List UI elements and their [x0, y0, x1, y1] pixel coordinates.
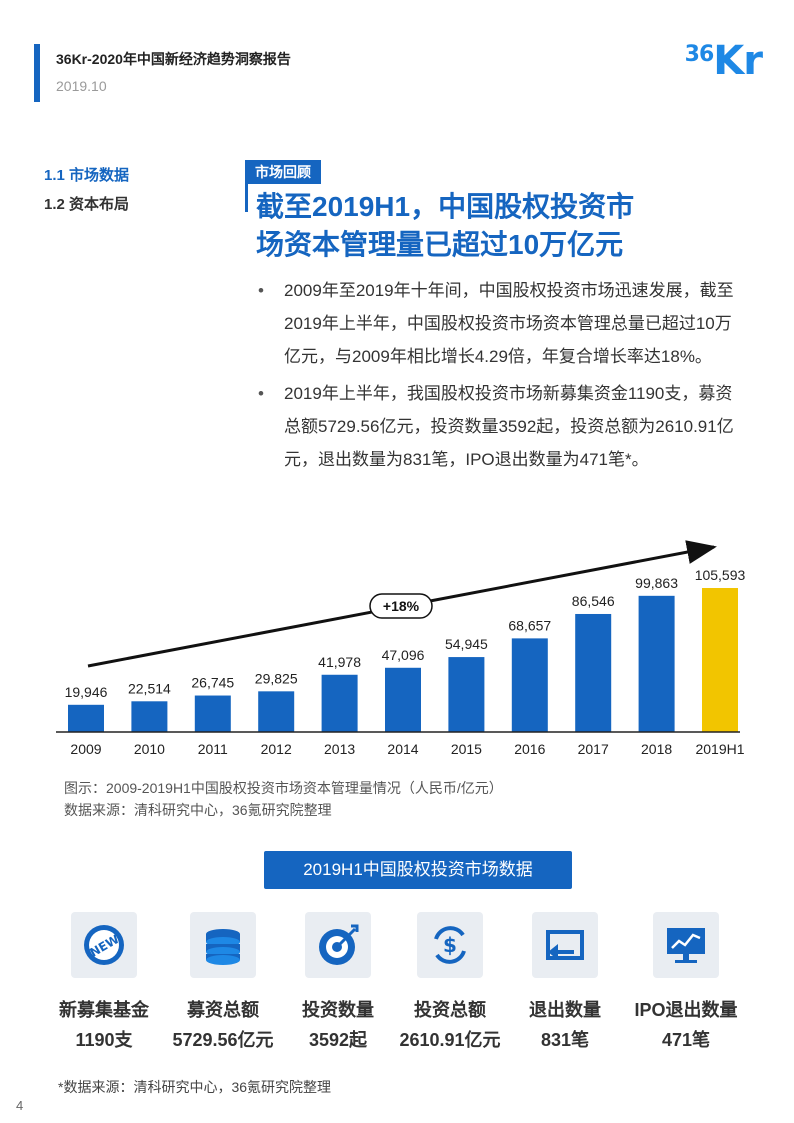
exit-arrow-icon	[532, 912, 598, 978]
bar-value-label: 26,745	[191, 675, 234, 691]
bar-2015	[448, 657, 485, 732]
chart-caption: 图示：2009-2019H1中国股权投资市场资本管理量情况（人民币/亿元）	[64, 780, 503, 796]
stat-label: IPO退出数量	[634, 1000, 738, 1020]
x-tick-label: 2010	[134, 741, 165, 757]
bar-value-label: 19,946	[65, 684, 108, 700]
stat-exit-count: 退出数量 831笔	[505, 912, 625, 1052]
bar-value-label: 47,096	[382, 647, 425, 663]
svg-text:$: $	[443, 933, 457, 957]
tag-accent-line	[245, 160, 248, 212]
x-tick-label: 2012	[261, 741, 292, 757]
stat-ipo-exit-count: IPO退出数量 471笔	[626, 912, 746, 1052]
bar-2009	[68, 704, 104, 732]
stat-value: 831笔	[540, 1030, 590, 1050]
nav-item-capital-layout[interactable]: 1.2 资本布局	[44, 196, 130, 213]
stat-label: 投资总额	[414, 1000, 486, 1020]
bar-value-label: 68,657	[508, 617, 551, 633]
stat-value: 2610.91亿元	[399, 1030, 501, 1050]
x-tick-label: 2013	[324, 741, 355, 757]
bar-2016	[511, 638, 548, 732]
page-number: 4	[16, 1098, 24, 1113]
bar-2014	[385, 667, 421, 732]
x-tick-label: 2018	[641, 741, 672, 757]
bar-value-label: 29,825	[255, 670, 298, 686]
stat-label: 新募集基金	[59, 1000, 149, 1020]
stat-label: 募资总额	[187, 1000, 259, 1020]
nav-item-market-data[interactable]: 1.1 市场数据	[44, 167, 130, 184]
bullet-item: 2019年上半年，我国股权投资市场新募集资金1190支，募资总额5729.56亿…	[258, 377, 738, 476]
headline-line-1: 截至2019H1，中国股权投资市	[256, 191, 635, 222]
bar-value-label: 22,514	[128, 680, 171, 696]
growth-annotation-pill	[369, 593, 433, 619]
stat-label: 退出数量	[529, 1000, 601, 1020]
stat-value: 3592起	[308, 1030, 368, 1050]
report-title: 36Kr-2020年中国新经济趋势洞察报告	[56, 51, 291, 67]
bar-2012	[258, 691, 295, 732]
bar-2010	[131, 701, 168, 732]
growth-annotation-text: +18%	[383, 598, 420, 614]
stat-value: 471笔	[661, 1030, 711, 1050]
bar-2019H1	[702, 588, 738, 732]
x-tick-label: 2016	[514, 741, 545, 757]
bullet-item: 2009年至2019年十年间，中国股权投资市场迅速发展，截至2019年上半年，中…	[258, 274, 738, 373]
bar-value-label: 105,593	[695, 567, 746, 583]
x-tick-label: 2017	[578, 741, 609, 757]
chart-source: 数据来源：清科研究中心，36氪研究院整理	[64, 802, 332, 818]
capital-management-bar-chart: 19,946 2009 22,514 2010 26,745 2011 29,825 2012…	[56, 540, 746, 757]
section-tag: 市场回顾	[245, 160, 321, 184]
stat-investment-count: 投资数量 3592起	[278, 912, 398, 1052]
headline-line-2: 场资本管理量已超过10万亿元	[256, 229, 624, 260]
bar-2017	[575, 613, 612, 732]
x-tick-label: 2011	[198, 741, 228, 757]
stat-new-funds: NEW 新募集基金 1190支	[44, 912, 164, 1052]
bar-value-label: 41,978	[318, 654, 361, 670]
x-tick-label: 2014	[387, 741, 418, 757]
x-tick-label: 2015	[451, 741, 482, 757]
bar-2011	[194, 695, 231, 732]
bar-value-label: 86,546	[572, 593, 615, 609]
coin-stack-icon	[190, 912, 256, 978]
section-headline: 截至2019H1，中国股权投资市 场资本管理量已超过10万亿元	[256, 188, 756, 264]
report-date: 2019.10	[56, 78, 107, 94]
x-tick-label: 2019H1	[695, 741, 744, 757]
x-tick-label: 2009	[70, 741, 101, 757]
target-icon	[305, 912, 371, 978]
stats-section-title: 2019H1中国股权投资市场数据	[264, 851, 572, 889]
stat-value: 5729.56亿元	[172, 1030, 274, 1050]
stat-investment-total: $ 投资总额 2610.91亿元	[390, 912, 510, 1052]
stat-fundraising-total: 募资总额 5729.56亿元	[163, 912, 283, 1052]
stat-label: 投资数量	[302, 1000, 374, 1020]
dollar-cycle-icon: $	[417, 912, 483, 978]
monitor-chart-icon	[653, 912, 719, 978]
bar-value-label: 99,863	[635, 575, 678, 591]
bar-2013	[321, 674, 358, 732]
brand-logo: 36Kr	[684, 38, 763, 84]
footnote-source: *数据来源：清科研究中心，36氪研究院整理	[58, 1079, 332, 1095]
bar-2018	[638, 595, 675, 732]
stat-value: 1190支	[75, 1030, 133, 1050]
header-accent-bar	[34, 44, 40, 102]
bar-value-label: 54,945	[445, 636, 488, 652]
bullet-list: 2009年至2019年十年间，中国股权投资市场迅速发展，截至2019年上半年，中…	[258, 274, 738, 480]
new-badge-icon: NEW	[71, 912, 137, 978]
